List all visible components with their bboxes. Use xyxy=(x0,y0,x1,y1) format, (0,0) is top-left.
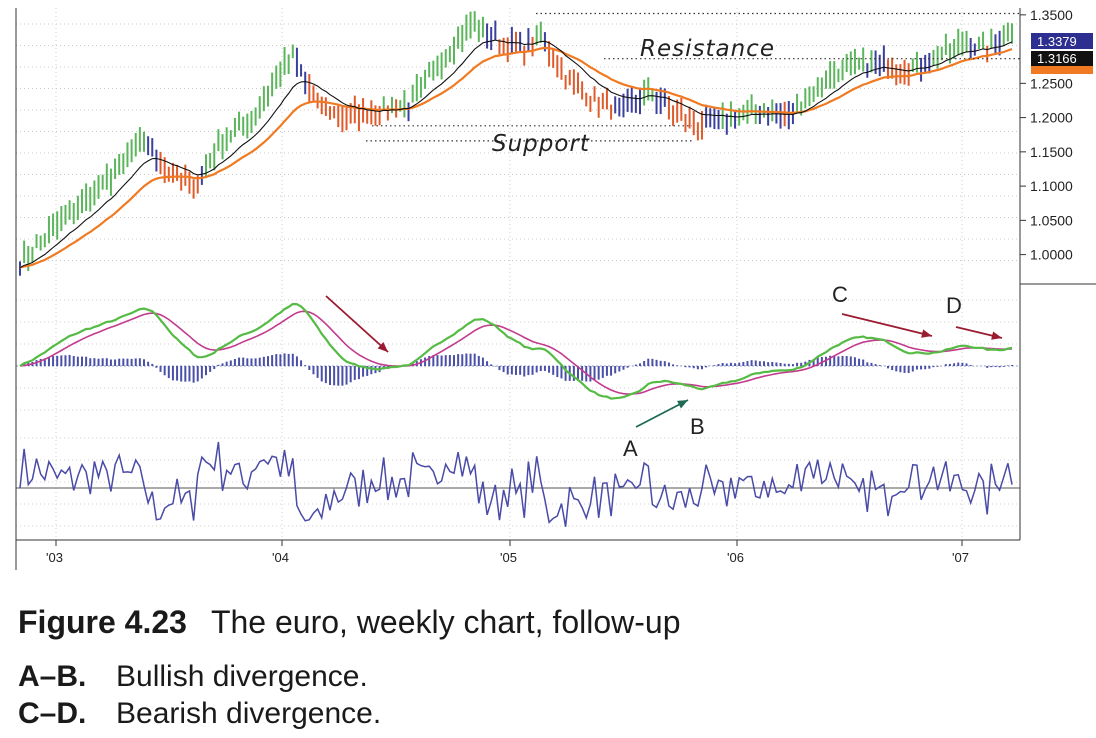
ema-fast-line xyxy=(19,39,1013,269)
arrow-c xyxy=(841,313,933,337)
resistance-label: Resistance xyxy=(640,36,775,62)
x-tick-label: '06 xyxy=(727,550,744,565)
divergence-label-c: C xyxy=(832,282,848,307)
x-tick-label: '07 xyxy=(952,550,969,565)
ema-slow-tag xyxy=(1031,66,1093,74)
ema-slow-line xyxy=(19,46,1013,269)
arrow-d-head xyxy=(991,331,1002,340)
force-index-panel xyxy=(16,441,1020,527)
note-text: Bullish divergence. xyxy=(116,660,368,693)
price-bars xyxy=(19,11,1013,276)
divergence-label-b: B xyxy=(690,414,705,439)
x-tick-label: '05 xyxy=(500,550,517,565)
arrow-macd-2004 xyxy=(325,295,389,353)
last-price-tag xyxy=(1031,33,1093,49)
y-tick-label: 1.2000 xyxy=(1030,110,1073,126)
price-tags: 1.3379 1.3166 xyxy=(1031,33,1093,74)
arrow-macd-2004-head xyxy=(377,342,388,352)
y-tick-label: 1.3500 xyxy=(1030,7,1073,23)
note-bearish: C–D. Bearish divergence. xyxy=(18,697,381,731)
y-tick-label: 1.0500 xyxy=(1030,212,1073,228)
y-tick-label: 1.2500 xyxy=(1030,75,1073,91)
euro-weekly-chart: '03 '04 '05 '06 '07 1.0000 1.0500 1.1000 1.1500 1… xyxy=(15,6,1096,570)
last-price-tag-text: 1.3379 xyxy=(1037,34,1077,49)
macd-panel xyxy=(16,295,1020,428)
figure-caption: Figure 4.23 The euro, weekly chart, follo… xyxy=(18,604,681,641)
y-tick-label: 1.1500 xyxy=(1030,144,1073,160)
note-bullish: A–B. Bullish divergence. xyxy=(18,660,368,694)
figure-title: The euro, weekly chart, follow-up xyxy=(210,604,681,640)
note-key: C–D. xyxy=(18,697,87,730)
note-key: A–B. xyxy=(18,660,87,693)
x-tick-label: '03 xyxy=(46,550,63,565)
figure-number: Figure 4.23 xyxy=(18,604,187,640)
axes: '03 '04 '05 '06 '07 1.0000 1.0500 1.1000 1.1500 1… xyxy=(15,7,1096,570)
arrow-a-b-head xyxy=(677,400,688,409)
macd-histogram xyxy=(23,353,1013,386)
y-tick-label: 1.0000 xyxy=(1030,247,1073,263)
ema-fast-tag xyxy=(1031,51,1093,66)
support-label: Support xyxy=(492,131,590,157)
x-tick-label: '04 xyxy=(272,550,289,565)
note-text: Bearish divergence. xyxy=(116,697,382,730)
price-panel xyxy=(19,11,1020,276)
divergence-label-d: D xyxy=(946,293,962,318)
divergence-label-a: A xyxy=(623,436,638,461)
force-index-line xyxy=(19,441,1013,527)
arrow-c-head xyxy=(921,329,932,338)
ema-fast-tag-text: 1.3166 xyxy=(1037,51,1077,66)
macd-line xyxy=(19,302,1013,400)
chart-grid xyxy=(16,8,1020,540)
y-tick-label: 1.1000 xyxy=(1030,178,1073,194)
annotations: Resistance Support A B C D xyxy=(492,36,962,461)
macd-signal-line xyxy=(19,310,1013,395)
